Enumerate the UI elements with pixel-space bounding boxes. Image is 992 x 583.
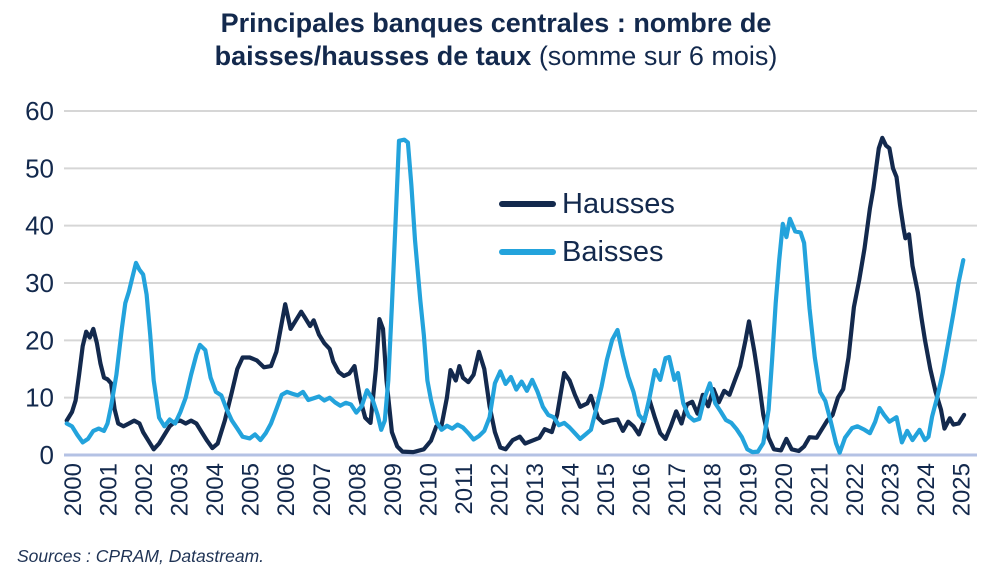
x-tick-label-2004: 2004 bbox=[202, 463, 229, 516]
x-tick-label-2020: 2020 bbox=[771, 463, 798, 516]
x-tick-label-2008: 2008 bbox=[344, 463, 371, 516]
y-tick-label-10: 10 bbox=[25, 383, 54, 413]
y-tick-label-60: 60 bbox=[25, 96, 54, 126]
baisses-line-swatch bbox=[499, 249, 556, 255]
x-tick-label-2005: 2005 bbox=[238, 463, 265, 516]
x-tick-label-2012: 2012 bbox=[486, 463, 513, 516]
y-tick-label-20: 20 bbox=[25, 325, 54, 355]
x-tick-label-2001: 2001 bbox=[96, 463, 123, 516]
legend-entry-baisses: Baisses bbox=[499, 228, 675, 276]
x-tick-label-2021: 2021 bbox=[806, 463, 833, 516]
legend-entry-hausses: Hausses bbox=[499, 180, 675, 228]
chart-title-line2-normal: (somme sur 6 mois) bbox=[531, 41, 778, 71]
y-tick-label-40: 40 bbox=[25, 211, 54, 241]
x-tick-label-2010: 2010 bbox=[415, 463, 442, 516]
x-tick-label-2002: 2002 bbox=[131, 463, 158, 516]
y-tick-label-50: 50 bbox=[25, 153, 54, 183]
legend-label-baisses: Baisses bbox=[562, 235, 664, 268]
x-tick-label-2017: 2017 bbox=[664, 463, 691, 516]
chart-title-line1: Principales banques centrales : nombre d… bbox=[220, 8, 772, 38]
x-tick-label-2019: 2019 bbox=[735, 463, 762, 516]
x-tick-label-2009: 2009 bbox=[380, 463, 407, 516]
hausses-line bbox=[64, 135, 967, 455]
chart-title: Principales banques centrales : nombre d… bbox=[0, 7, 992, 73]
x-tick-label-2000: 2000 bbox=[60, 463, 87, 516]
y-tick-label-0: 0 bbox=[40, 440, 54, 470]
baisses-line bbox=[64, 137, 966, 455]
chart-title-line2: baisses/hausses de taux (somme sur 6 moi… bbox=[0, 40, 992, 73]
legend-label-hausses: Hausses bbox=[562, 187, 675, 220]
x-tick-label-2018: 2018 bbox=[700, 463, 727, 516]
y-tick-label-30: 30 bbox=[25, 268, 54, 298]
x-tick-label-2013: 2013 bbox=[522, 463, 549, 516]
hausses-line-swatch bbox=[499, 201, 556, 207]
x-tick-label-2006: 2006 bbox=[273, 463, 300, 516]
x-tick-label-2025: 2025 bbox=[949, 463, 976, 516]
x-tick-label-2023: 2023 bbox=[877, 463, 904, 516]
chart-title-line2-bold: baisses/hausses de taux bbox=[214, 41, 532, 71]
x-tick-label-2007: 2007 bbox=[309, 463, 336, 516]
x-tick-label-2024: 2024 bbox=[913, 463, 940, 516]
x-tick-label-2014: 2014 bbox=[558, 463, 585, 516]
x-tick-label-2022: 2022 bbox=[842, 463, 869, 516]
x-tick-label-2011: 2011 bbox=[451, 463, 478, 515]
x-tick-label-2016: 2016 bbox=[629, 463, 656, 516]
x-tick-label-2015: 2015 bbox=[593, 463, 620, 516]
source-note: Sources : CPRAM, Datastream. bbox=[17, 546, 265, 566]
x-tick-label-2003: 2003 bbox=[167, 463, 194, 516]
legend: Hausses Baisses bbox=[499, 180, 675, 276]
